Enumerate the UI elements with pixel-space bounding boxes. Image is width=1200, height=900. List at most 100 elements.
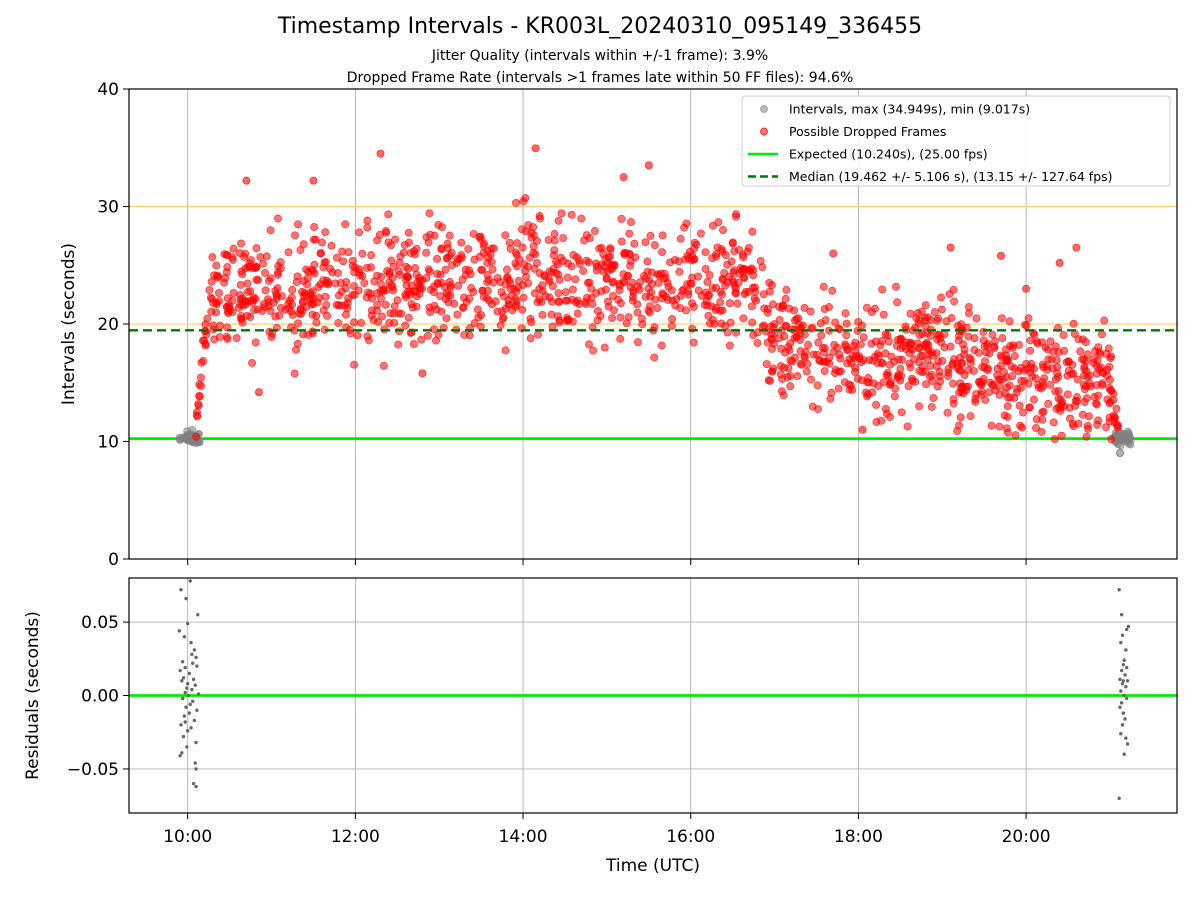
dropped-frame-point (322, 300, 331, 309)
dropped-frame-point (1026, 368, 1035, 377)
dropped-frame-point (384, 238, 393, 247)
dropped-frame-point (796, 359, 805, 368)
dropped-frame-point (599, 262, 608, 271)
dropped-frame-point (725, 341, 734, 350)
dropped-frame-point (243, 279, 252, 288)
dropped-frame-point (548, 282, 557, 291)
dropped-frame-point (956, 413, 965, 422)
residual-point (190, 652, 194, 657)
dropped-frame-point (913, 309, 922, 318)
dropped-frame-point (920, 340, 929, 349)
dropped-frame-point (928, 351, 937, 360)
dropped-frame-point (464, 245, 473, 254)
dropped-frame-point (1064, 366, 1073, 375)
dropped-frame-point (394, 340, 403, 349)
dropped-frame-point (1002, 357, 1011, 366)
dropped-frame-point (1097, 330, 1106, 339)
dropped-frame-point (829, 249, 838, 258)
dropped-frame-point (981, 395, 990, 404)
residual-point (189, 640, 193, 645)
dropped-frame-point (316, 249, 325, 258)
dropped-frame-point (650, 353, 659, 362)
dropped-frame-point (311, 235, 320, 244)
dropped-frame-point (983, 339, 992, 348)
residual-point (177, 629, 182, 633)
dropped-frame-point (242, 300, 251, 309)
residual-point (1125, 742, 1130, 746)
residual-point (191, 677, 196, 682)
dropped-frame-point (266, 226, 275, 235)
dropped-frame-point (898, 355, 907, 364)
dropped-frame-point (549, 251, 558, 260)
dropped-frame-point (1014, 340, 1023, 349)
x-tick-label: 12:00 (331, 827, 380, 847)
dropped-frame-point (862, 303, 871, 312)
dropped-frame-point (291, 345, 300, 354)
dropped-frame-point (461, 265, 470, 274)
residual-point (1124, 665, 1129, 670)
dropped-frame-point (608, 278, 617, 287)
dropped-frame-point (1109, 411, 1118, 420)
dropped-frame-point (526, 314, 535, 323)
dropped-frame-point (654, 278, 663, 287)
dropped-frame-point (251, 294, 260, 303)
legend-intervals-label: Intervals, max (34.949s), min (9.017s) (789, 102, 1030, 117)
residual-point (1122, 693, 1126, 698)
dropped-frame-point (411, 264, 420, 273)
dropped-frame-point (244, 263, 253, 272)
dropped-frame-point (890, 392, 899, 401)
residual-point (1124, 627, 1129, 632)
residual-point (1126, 624, 1131, 629)
dropped-frame-point (328, 268, 337, 277)
dropped-frame-point (972, 390, 981, 399)
dropped-frame-point (538, 310, 547, 319)
dropped-frame-point (310, 260, 319, 269)
residual-point (183, 665, 187, 670)
dropped-frame-point (589, 346, 598, 355)
dropped-frame-point (493, 273, 502, 282)
residual-point (1124, 736, 1128, 740)
dropped-frame-point (498, 315, 507, 324)
dropped-frame-point (581, 297, 590, 306)
dropped-frame-point (1092, 400, 1101, 409)
dropped-frame-point (770, 320, 779, 329)
intervals-y-axis-label: Intervals (seconds) (59, 243, 79, 405)
dropped-frame-point (842, 319, 851, 328)
dropped-frame-point (237, 239, 246, 248)
dropped-frame-point (341, 301, 350, 310)
dropped-frame-point (1104, 344, 1113, 353)
dropped-frame-point (477, 265, 486, 274)
dropped-frame-point (228, 253, 237, 262)
dropped-frame-point (1063, 390, 1072, 399)
residuals-points (177, 579, 1131, 801)
dropped-frame-point (332, 253, 341, 262)
dropped-frame-point (648, 280, 657, 289)
residual-point (185, 621, 190, 626)
dropped-frame-point (676, 234, 685, 243)
dropped-frame-point (645, 302, 654, 311)
dropped-frame-point (1044, 355, 1053, 364)
dropped-frame-point (964, 303, 973, 312)
dropped-frame-point (585, 234, 594, 243)
dropped-frame-point (430, 282, 439, 291)
dropped-frame-point (306, 288, 315, 297)
dropped-frame-point (906, 363, 915, 372)
dropped-frame-point (830, 340, 839, 349)
dropped-frame-point (568, 285, 577, 294)
dropped-frame-point (522, 272, 531, 281)
dropped-frame-point (385, 319, 394, 328)
dropped-frame-point (467, 284, 476, 293)
dropped-frame-point (778, 304, 787, 313)
dropped-frame-point (871, 304, 880, 313)
dropped-frame-point (1022, 284, 1031, 293)
residual-point (179, 723, 183, 727)
dropped-frame-point (355, 265, 364, 274)
residual-point (1120, 633, 1125, 637)
dropped-frame-point (215, 332, 224, 341)
dropped-frame-point (511, 294, 520, 303)
dropped-frame-point (584, 258, 593, 267)
dropped-frame-point (949, 399, 958, 408)
dropped-frame-point (223, 334, 232, 343)
dropped-frame-point (1025, 403, 1034, 412)
